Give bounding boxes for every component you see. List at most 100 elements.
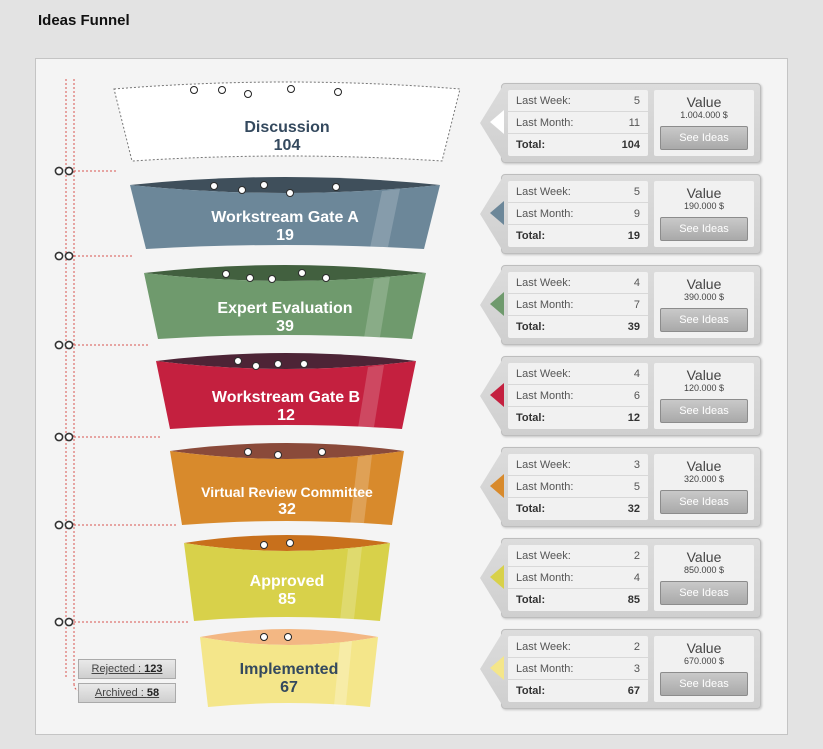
see-ideas-button[interactable]: See Ideas	[660, 581, 748, 605]
idea-dot[interactable]	[334, 88, 342, 96]
idea-dot[interactable]	[298, 269, 306, 277]
stat-label: Last Month:	[516, 207, 574, 220]
page-title: Ideas Funnel	[38, 12, 130, 29]
rejected-button[interactable]: Rejected : 123	[78, 659, 176, 679]
idea-dot[interactable]	[246, 274, 254, 282]
value-label: Value	[686, 367, 722, 383]
stat-label: Last Week:	[516, 640, 571, 653]
stat-row: Last Week: 4	[508, 363, 648, 385]
idea-dot[interactable]	[244, 90, 252, 98]
stage-dots	[184, 537, 390, 567]
stage-dots	[130, 179, 440, 209]
stat-label: Last Week:	[516, 94, 571, 107]
see-ideas-button[interactable]: See Ideas	[660, 217, 748, 241]
card-color-marker	[490, 565, 504, 589]
rejected-label: Rejected :	[91, 663, 145, 675]
stat-value: 4	[633, 367, 640, 380]
idea-dot[interactable]	[286, 539, 294, 547]
see-ideas-button[interactable]: See Ideas	[660, 490, 748, 514]
see-ideas-button[interactable]: See Ideas	[660, 399, 748, 423]
stage-dots	[156, 355, 416, 385]
see-ideas-button[interactable]: See Ideas	[660, 308, 748, 332]
stat-label: Last Week:	[516, 549, 571, 562]
rejected-count: 123	[144, 663, 163, 675]
stats-table: Last Week: 4 Last Month: 6 Total: 12	[508, 363, 648, 429]
stage-dots	[170, 445, 404, 475]
stat-value: 39	[627, 320, 640, 333]
stat-value: 9	[633, 207, 640, 220]
stat-value: 3	[633, 662, 640, 675]
stage-workstream-gate-b[interactable]: Workstream Gate B 12	[156, 353, 416, 431]
idea-dot[interactable]	[222, 270, 230, 278]
idea-dot[interactable]	[274, 451, 282, 459]
stage-virtual-review-committee[interactable]: Virtual Review Committee 32	[170, 443, 404, 527]
stats-card-virtual-review-committee: Last Week: 3 Last Month: 5 Total: 32 Value …	[480, 447, 761, 527]
stat-value: 5	[633, 94, 640, 107]
stats-table: Last Week: 4 Last Month: 7 Total: 39	[508, 272, 648, 338]
stage-shape	[144, 265, 426, 339]
stage-expert-evaluation[interactable]: Expert Evaluation 39	[144, 265, 426, 341]
stage-shape	[113, 81, 461, 162]
idea-dot[interactable]	[274, 360, 282, 368]
stat-label: Total:	[516, 684, 546, 697]
value-box: Value 850.000 $ See Ideas	[654, 545, 754, 611]
see-ideas-button[interactable]: See Ideas	[660, 672, 748, 696]
idea-dot[interactable]	[287, 85, 295, 93]
stage-dots	[200, 631, 378, 661]
idea-dot[interactable]	[300, 360, 308, 368]
stat-row: Last Month: 9	[508, 203, 648, 225]
idea-dot[interactable]	[210, 182, 218, 190]
stage-discussion[interactable]: Discussion 104	[112, 81, 462, 165]
value-label: Value	[686, 458, 722, 474]
stage-implemented[interactable]: Implemented 67	[200, 629, 378, 709]
stage-approved[interactable]: Approved 85	[184, 535, 390, 623]
value-amount: 670.000 $	[683, 656, 725, 666]
value-box: Value 190.000 $ See Ideas	[654, 181, 754, 247]
idea-dot[interactable]	[244, 448, 252, 456]
stat-row: Last Month: 3	[508, 658, 648, 680]
see-ideas-button[interactable]: See Ideas	[660, 126, 748, 150]
value-box: Value 390.000 $ See Ideas	[654, 272, 754, 338]
stats-table: Last Week: 3 Last Month: 5 Total: 32	[508, 454, 648, 520]
value-label: Value	[686, 276, 722, 292]
archived-count: 58	[146, 687, 160, 699]
stat-value: 19	[627, 229, 640, 242]
stat-label: Last Month:	[516, 389, 574, 402]
value-amount: 120.000 $	[683, 383, 725, 393]
card-color-marker	[490, 474, 504, 498]
idea-dot[interactable]	[190, 86, 198, 94]
idea-dot[interactable]	[260, 181, 268, 189]
stat-value: 12	[627, 411, 640, 424]
value-amount: 320.000 $	[683, 474, 725, 484]
stage-shape	[156, 353, 416, 429]
funnel-panel: Discussion 104 Workstream Gate A 19	[35, 58, 788, 735]
idea-dot[interactable]	[318, 448, 326, 456]
archived-button[interactable]: Archived : 58	[78, 683, 176, 703]
stage-workstream-gate-a[interactable]: Workstream Gate A 19	[130, 177, 440, 251]
stage-shape	[170, 443, 404, 525]
stat-label: Total:	[516, 138, 546, 151]
idea-dot[interactable]	[234, 357, 242, 365]
stat-label: Last Week:	[516, 367, 571, 380]
stat-label: Last Week:	[516, 458, 571, 471]
card-color-marker	[490, 292, 504, 316]
idea-dot[interactable]	[260, 633, 268, 641]
idea-dot[interactable]	[332, 183, 340, 191]
idea-dot[interactable]	[322, 274, 330, 282]
idea-dot[interactable]	[268, 275, 276, 283]
stats-card-implemented: Last Week: 2 Last Month: 3 Total: 67 Value …	[480, 629, 761, 709]
stat-row: Last Month: 4	[508, 567, 648, 589]
stat-value: 2	[633, 640, 640, 653]
stat-row: Last Week: 5	[508, 181, 648, 203]
idea-dot[interactable]	[286, 189, 294, 197]
idea-dot[interactable]	[260, 541, 268, 549]
idea-dot[interactable]	[238, 186, 246, 194]
idea-dot[interactable]	[252, 362, 260, 370]
card-color-marker	[490, 110, 504, 134]
stat-value: 4	[633, 571, 640, 584]
stats-table: Last Week: 5 Last Month: 11 Total: 104	[508, 90, 648, 156]
idea-dot[interactable]	[284, 633, 292, 641]
stat-row: Last Week: 4	[508, 272, 648, 294]
stats-table: Last Week: 2 Last Month: 3 Total: 67	[508, 636, 648, 702]
idea-dot[interactable]	[218, 86, 226, 94]
